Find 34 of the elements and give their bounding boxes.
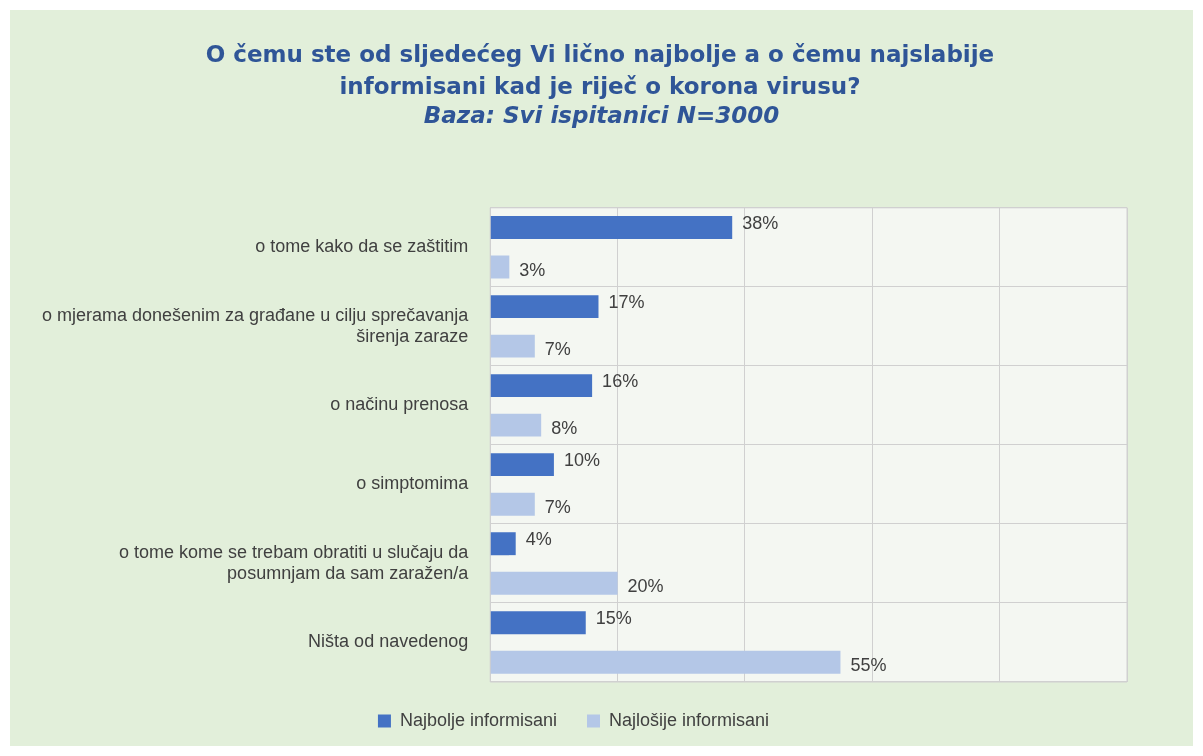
data-label: 7% (544, 339, 571, 360)
bar (490, 334, 535, 358)
chart-subtitle: Baza: Svi ispitanici N=3000 (422, 102, 781, 128)
data-label: 15% (595, 607, 632, 628)
legend-label: Najbolje informisani (399, 709, 558, 730)
data-label: 20% (627, 576, 664, 597)
y-tick-label: o mjerama donešenim za građane u cilju sprečavanja širenja zaraze (42, 304, 470, 347)
data-label: 8% (551, 418, 578, 439)
bar (490, 413, 542, 437)
bar (490, 453, 554, 477)
legend-label: Najlošije informisani (609, 709, 770, 730)
data-label: 7% (544, 497, 571, 518)
data-label: 4% (525, 528, 552, 549)
data-label: 17% (608, 291, 645, 312)
bar (490, 374, 593, 398)
y-tick-label: o tome kome se trebam obratiti u slučaju da posumnjam da sam zaražen/a (119, 541, 470, 584)
bar (490, 216, 733, 240)
bar (490, 492, 535, 516)
bar (490, 650, 841, 674)
data-label: 16% (602, 370, 639, 391)
bar (490, 611, 586, 635)
y-tick-label: o simptomima (356, 473, 470, 494)
data-label: 10% (563, 449, 600, 470)
data-label: 3% (519, 260, 546, 281)
y-tick-label: Ništa od navedenog (308, 631, 469, 652)
data-label: 55% (850, 655, 887, 676)
y-tick-label: o načinu prenosa (330, 394, 470, 415)
bar (490, 571, 618, 595)
chart-title: O čemu ste od sljedećeg Vi lično najbolje a o čemu najslabije informisani kad je riječ o korona virusu? (204, 40, 996, 101)
bar (490, 532, 516, 556)
y-tick-label: o tome kako da se zaštitim (255, 236, 469, 257)
bar (490, 255, 510, 279)
data-label: 38% (742, 212, 779, 233)
bar (490, 295, 599, 319)
